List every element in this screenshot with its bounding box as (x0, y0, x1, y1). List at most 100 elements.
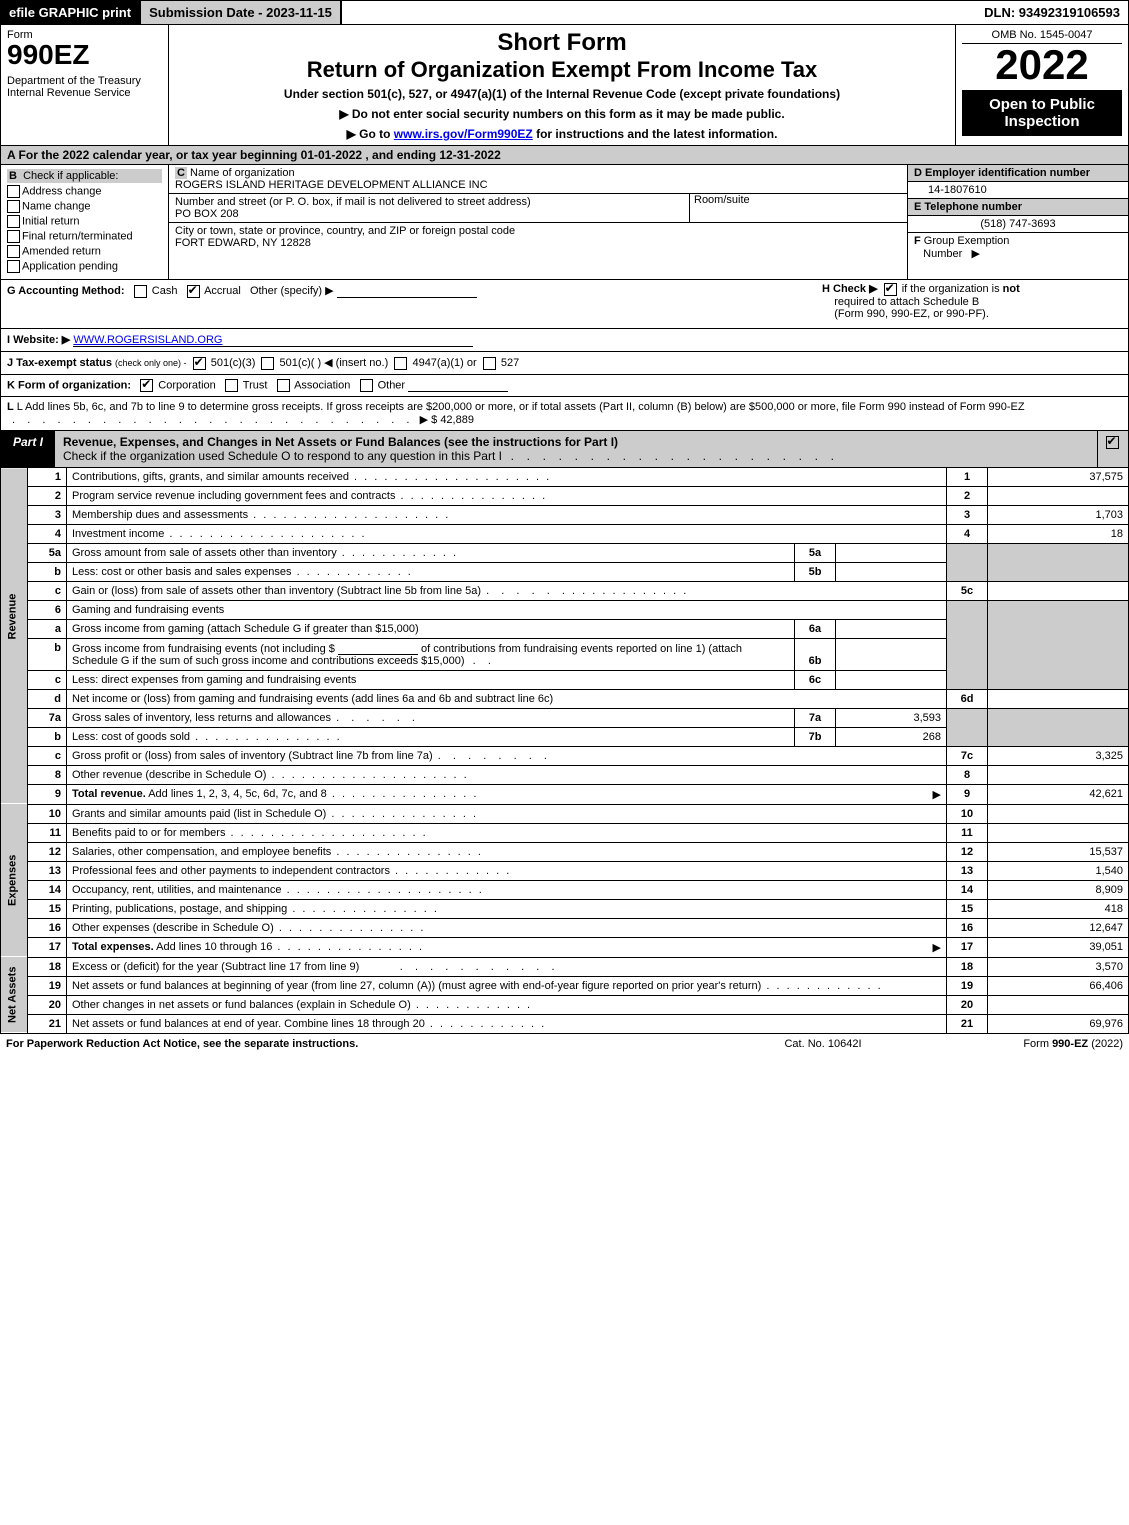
gray-5ab (947, 543, 988, 581)
line-9-desc: Total revenue. Add lines 1, 2, 3, 4, 5c,… (67, 784, 947, 804)
chk-final-return[interactable]: Final return/terminated (7, 230, 162, 243)
line-1-val: 37,575 (988, 468, 1129, 487)
line-21-val: 69,976 (988, 1014, 1129, 1033)
line-15-desc: Printing, publications, postage, and shi… (67, 899, 947, 918)
line-6a-num: a (28, 619, 67, 638)
line-11-num: 11 (28, 823, 67, 842)
website-link[interactable]: WWW.ROGERSISLAND.ORG (73, 334, 473, 347)
chk-initial-return[interactable]: Initial return (7, 215, 162, 228)
return-title: Return of Organization Exempt From Incom… (175, 57, 949, 83)
line-4-num: 4 (28, 524, 67, 543)
line-19-desc: Net assets or fund balances at beginning… (67, 976, 947, 995)
line-10-desc: Grants and similar amounts paid (list in… (67, 804, 947, 823)
line-7b-num: b (28, 727, 67, 746)
chk-cash[interactable] (134, 285, 147, 298)
open-to-public: Open to Public Inspection (962, 90, 1122, 136)
line-3-desc: Membership dues and assessments (67, 505, 947, 524)
section-a-taxyear: A For the 2022 calendar year, or tax yea… (0, 146, 1129, 165)
line-21-num: 21 (28, 1014, 67, 1033)
street-address: PO BOX 208 (175, 208, 239, 220)
section-b-checkboxes: B Check if applicable: Address change Na… (1, 165, 169, 279)
footer-left: For Paperwork Reduction Act Notice, see … (6, 1038, 723, 1050)
dept-treasury: Department of the Treasury Internal Reve… (7, 75, 162, 99)
line-6b-blank (338, 642, 418, 655)
chk-address-change[interactable]: Address change (7, 185, 162, 198)
chk-association[interactable] (277, 379, 290, 392)
line-7c-num: c (28, 746, 67, 765)
line-20-num: 20 (28, 995, 67, 1014)
line-6b-midval (836, 638, 947, 670)
addr-label: Number and street (or P. O. box, if mail… (175, 196, 531, 208)
goto-instructions: ▶ Go to www.irs.gov/Form990EZ for instru… (175, 127, 949, 141)
room-suite-label: Room/suite (689, 194, 750, 222)
line-5a-num: 5a (28, 543, 67, 562)
line-3-num: 3 (28, 505, 67, 524)
line-19-val: 66,406 (988, 976, 1129, 995)
chk-corporation[interactable] (140, 379, 153, 392)
line-6b-num: b (28, 638, 67, 670)
line-6d-val (988, 689, 1129, 708)
line-6a-midval (836, 619, 947, 638)
section-def-block: D Employer identification number 14-1807… (907, 165, 1128, 279)
efile-print-link[interactable]: efile GRAPHIC print (1, 1, 139, 24)
part1-title: Revenue, Expenses, and Changes in Net As… (55, 431, 1097, 467)
line-6-desc: Gaming and fundraising events (67, 600, 947, 619)
gray-6abc (947, 600, 988, 689)
city-label: City or town, state or province, country… (175, 225, 515, 237)
line-18-num: 18 (28, 957, 67, 976)
section-g-accounting: G Accounting Method: Cash Accrual Other … (0, 280, 1129, 329)
topbar-spacer (342, 1, 976, 24)
line-16-desc: Other expenses (describe in Schedule O) (67, 918, 947, 937)
gross-receipts-amount: ▶ $ 42,889 (420, 414, 474, 426)
chk-501c3[interactable] (193, 357, 206, 370)
goto-suffix: for instructions and the latest informat… (536, 127, 777, 141)
chk-527[interactable] (483, 357, 496, 370)
line-7a-num: 7a (28, 708, 67, 727)
section-j-tax-status: J Tax-exempt status (check only one) - 5… (0, 352, 1129, 375)
line-6c-midval (836, 670, 947, 689)
org-name-row: C Name of organization ROGERS ISLAND HER… (169, 165, 907, 194)
chk-4947[interactable] (394, 357, 407, 370)
chk-application-pending[interactable]: Application pending (7, 260, 162, 273)
line-4-val: 18 (988, 524, 1129, 543)
chk-h-not-required[interactable] (884, 283, 897, 296)
line-1-num: 1 (28, 468, 67, 487)
irs-link[interactable]: www.irs.gov/Form990EZ (394, 127, 533, 141)
address-row: Number and street (or P. O. box, if mail… (169, 194, 907, 223)
name-label: Name of organization (190, 167, 295, 179)
line-15-rn: 15 (947, 899, 988, 918)
phone-value: (518) 747-3693 (908, 216, 1128, 233)
chk-accrual[interactable] (187, 285, 200, 298)
line-7b-midval: 268 (836, 727, 947, 746)
revenue-side-cont (1, 765, 28, 804)
chk-amended-return[interactable]: Amended return (7, 245, 162, 258)
chk-501c[interactable] (261, 357, 274, 370)
line-5c-val (988, 581, 1129, 600)
other-org-blank (408, 379, 508, 392)
section-k-form-org: K Form of organization: Corporation Trus… (0, 375, 1129, 397)
page-footer: For Paperwork Reduction Act Notice, see … (0, 1034, 1129, 1054)
line-5a-midval (836, 543, 947, 562)
chk-other-org[interactable] (360, 379, 373, 392)
header-right: OMB No. 1545-0047 2022 Open to Public In… (955, 25, 1128, 145)
line-5c-num: c (28, 581, 67, 600)
ssn-warning: ▶ Do not enter social security numbers o… (175, 107, 949, 121)
e-phone-label: E Telephone number (908, 199, 1128, 216)
line-7a-desc: Gross sales of inventory, less returns a… (67, 708, 795, 727)
section-b-block: B Check if applicable: Address change Na… (0, 165, 1129, 280)
footer-catno: Cat. No. 10642I (723, 1038, 923, 1050)
line-14-val: 8,909 (988, 880, 1129, 899)
part1-header: Part I Revenue, Expenses, and Changes in… (0, 431, 1129, 468)
chk-name-change[interactable]: Name change (7, 200, 162, 213)
part1-schedule-o-check[interactable] (1097, 431, 1128, 467)
line-2-desc: Program service revenue including govern… (67, 486, 947, 505)
line-8-val (988, 765, 1129, 784)
chk-trust[interactable] (225, 379, 238, 392)
ein-value: 14-1807610 (908, 182, 1128, 199)
line-14-num: 14 (28, 880, 67, 899)
part1-table: Revenue 1 Contributions, gifts, grants, … (0, 468, 1129, 1034)
line-12-rn: 12 (947, 842, 988, 861)
section-h-check: H Check ▶ if the organization is not req… (822, 282, 1122, 320)
dln-number: DLN: 93492319106593 (976, 1, 1128, 24)
line-17-rn: 17 (947, 937, 988, 957)
